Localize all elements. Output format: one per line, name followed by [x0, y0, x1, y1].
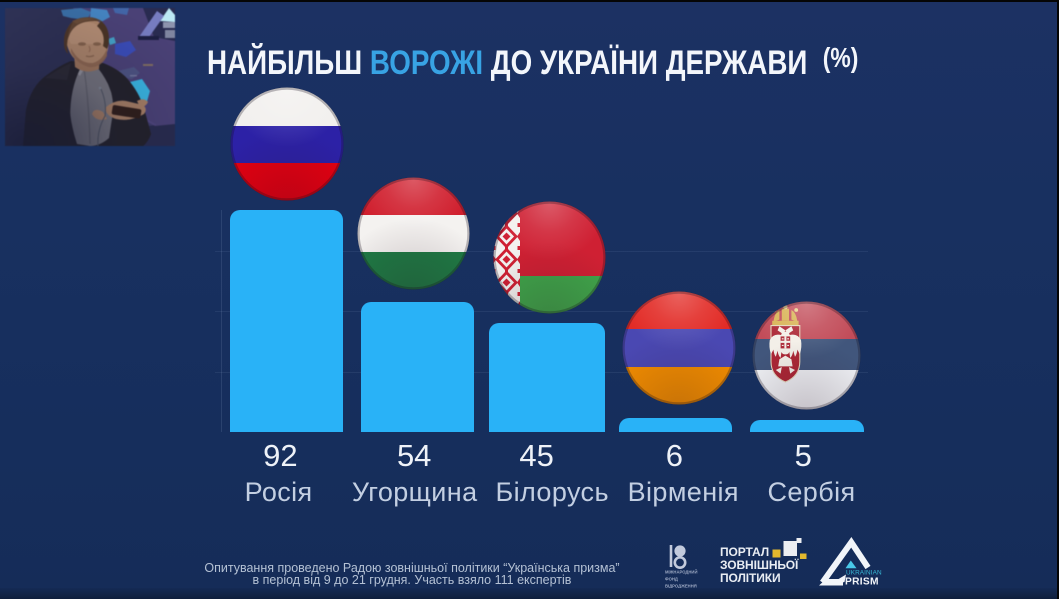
svg-text:ВІДРОДЖЕННЯ: ВІДРОДЖЕННЯ: [665, 584, 697, 589]
svg-text:МІЖНАРОДНИЙ: МІЖНАРОДНИЙ: [665, 570, 697, 575]
svg-text:PRISM: PRISM: [845, 577, 879, 588]
svg-text:UKRAINIAN: UKRAINIAN: [846, 570, 882, 577]
svg-text:ФОНД: ФОНД: [665, 577, 678, 582]
